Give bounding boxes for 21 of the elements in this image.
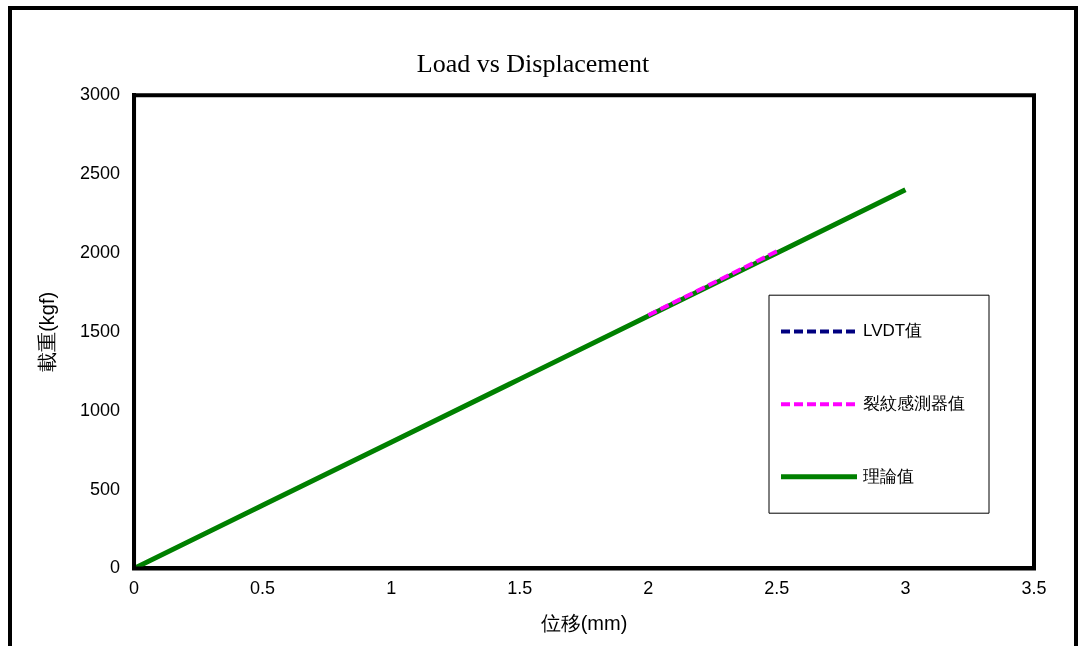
x-tick-label: 0 [129, 578, 140, 599]
y-tick-label: 1500 [80, 320, 121, 341]
x-axis-title: 位移(mm) [540, 611, 628, 634]
x-tick-label: 0.5 [250, 578, 276, 599]
y-tick-label: 1000 [80, 399, 121, 420]
x-tick-label: 1 [386, 578, 397, 599]
x-tick-label: 2 [643, 578, 654, 599]
y-tick-label: 2000 [80, 241, 121, 262]
y-tick-label: 3000 [80, 84, 121, 105]
y-axis-title: 載重(kgf) [35, 291, 58, 372]
chart-title: Load vs Displacement [416, 49, 651, 79]
legend-label: 裂紋感測器值 [863, 393, 965, 413]
legend-label: LVDT值 [863, 321, 923, 341]
legend-label: 理論值 [863, 466, 914, 486]
y-tick-label: 0 [110, 557, 121, 578]
x-tick-label: 2.5 [764, 578, 790, 599]
x-tick-label: 3 [900, 578, 911, 599]
x-tick-label: 1.5 [507, 578, 533, 599]
y-tick-label: 500 [90, 478, 121, 499]
y-tick-label: 2500 [80, 163, 121, 184]
x-tick-label: 3.5 [1021, 578, 1047, 599]
